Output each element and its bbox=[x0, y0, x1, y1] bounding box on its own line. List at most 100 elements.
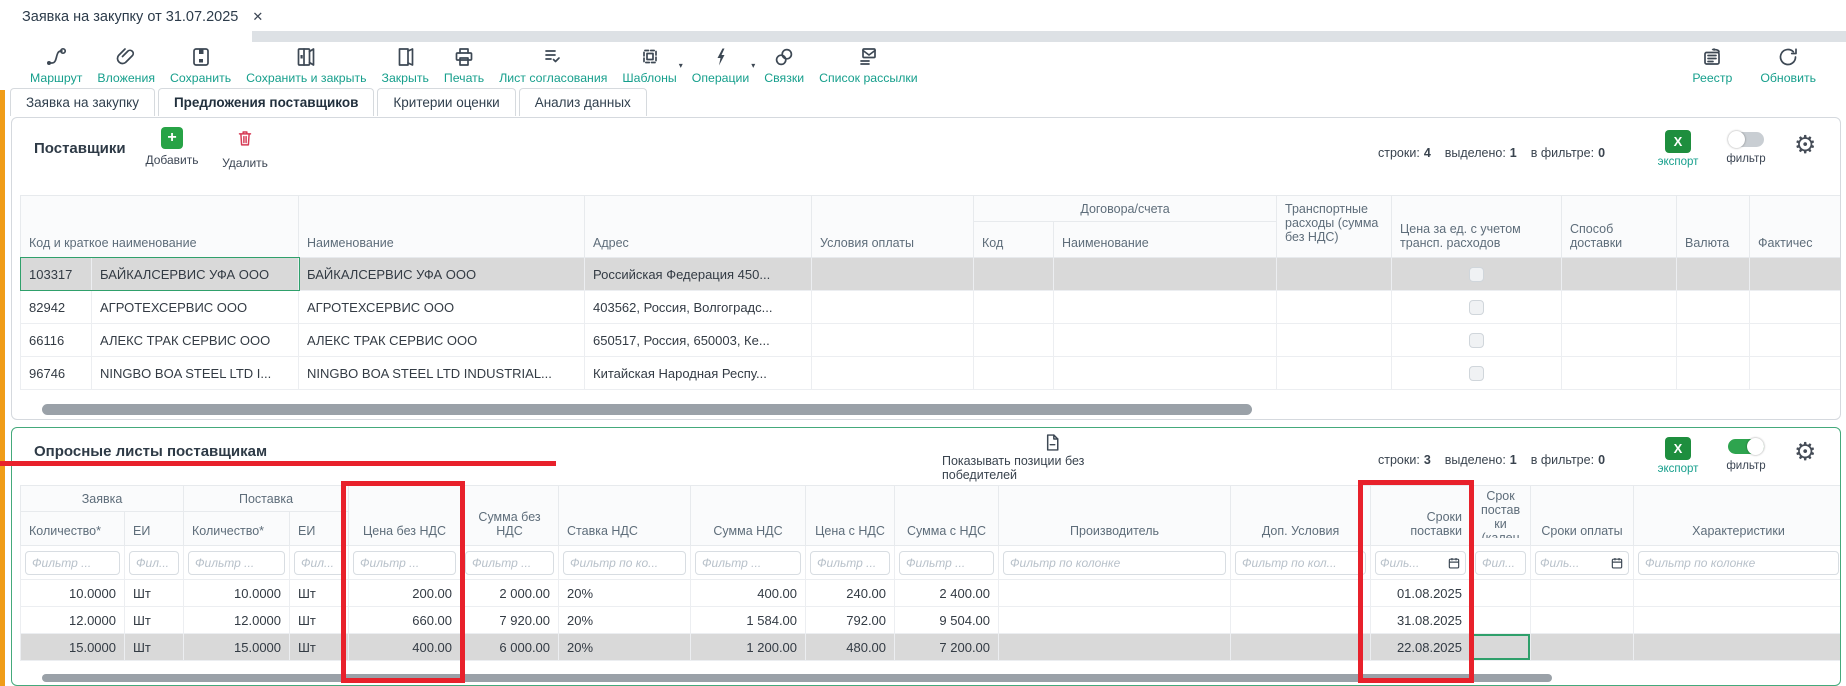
filter-input[interactable] bbox=[294, 550, 345, 575]
document-icon bbox=[1046, 434, 1058, 451]
trash-icon bbox=[234, 127, 256, 152]
col-delivery-terms[interactable]: Сроки поставки bbox=[1370, 485, 1472, 546]
col-qty-request[interactable]: Количество* bbox=[20, 511, 125, 546]
tab-data-analysis[interactable]: Анализ данных bbox=[518, 88, 647, 116]
col-code-short[interactable]: Код и краткое наименование bbox=[20, 195, 299, 258]
filter-input[interactable] bbox=[695, 550, 802, 575]
save-close-icon bbox=[297, 48, 315, 66]
filter-input[interactable] bbox=[25, 550, 120, 575]
supplier-row[interactable]: 96746 NINGBO BOA STEEL LTD I... NINGBO BO… bbox=[20, 356, 1840, 390]
links-button[interactable]: Связки bbox=[764, 45, 804, 85]
col-name[interactable]: Наименование bbox=[298, 195, 585, 258]
suppliers-export-button[interactable]: X экспорт bbox=[1652, 130, 1704, 168]
supplier-row[interactable]: 66116 АЛЕКС ТРАК СЕРВИС ООО АЛЕКС ТРАК СЕ… bbox=[20, 323, 1840, 357]
col-payment-terms[interactable]: Сроки оплаты bbox=[1530, 485, 1635, 546]
supplier-row[interactable]: 103317 БАЙКАЛСЕРВИС УФА ООО БАЙКАЛСЕРВИС … bbox=[20, 257, 1840, 291]
col-ei-supply[interactable]: ЕИ bbox=[289, 511, 350, 546]
filter-input[interactable] bbox=[465, 550, 555, 575]
filter-input[interactable] bbox=[1475, 550, 1527, 575]
questionnaire-row[interactable]: 15.0000 Шт 15.0000 Шт 400.00 6 000.00 20% 1 … bbox=[20, 633, 1840, 661]
operations-button[interactable]: ▾ Операции bbox=[692, 45, 755, 85]
filter-input[interactable] bbox=[1003, 550, 1227, 575]
col-price-vat[interactable]: Цена с НДС bbox=[805, 485, 896, 546]
filter-input[interactable] bbox=[188, 550, 286, 575]
approval-sheet-icon bbox=[545, 50, 561, 63]
col-qty-supply[interactable]: Количество* bbox=[183, 511, 291, 546]
document-tab[interactable]: Заявка на закупку от 31.07.2025 ✕ bbox=[10, 0, 276, 33]
filter-input[interactable] bbox=[1536, 555, 1611, 570]
filter-input[interactable] bbox=[1638, 550, 1840, 575]
page-tabs: Заявка на закупку Предложения поставщико… bbox=[10, 88, 650, 116]
toolbar-right-group: Реестр Обновить bbox=[1692, 45, 1816, 85]
col-address[interactable]: Адрес bbox=[584, 195, 812, 258]
filter-input[interactable] bbox=[129, 550, 180, 575]
suppliers-filter-toggle[interactable]: фильтр bbox=[1718, 128, 1774, 165]
col-payment-terms[interactable]: Условия оплаты bbox=[811, 195, 974, 258]
tab-request[interactable]: Заявка на закупку bbox=[10, 88, 155, 116]
templates-button[interactable]: ▾ Шаблоны bbox=[622, 45, 683, 85]
show-no-winners-button[interactable]: Показывать позиции без победителей bbox=[942, 432, 1162, 482]
col-currency[interactable]: Валюта bbox=[1676, 195, 1751, 258]
col-ei-request[interactable]: ЕИ bbox=[123, 511, 185, 546]
supplier-row[interactable]: 82942 АГРОТЕХСЕРВИС ООО АГРОТЕХСЕРВИС ООО… bbox=[20, 290, 1840, 324]
col-contract-name[interactable]: Наименование bbox=[1052, 221, 1278, 258]
delete-supplier-button[interactable]: Удалить bbox=[213, 127, 277, 170]
transport-price-checkbox[interactable] bbox=[1469, 365, 1485, 381]
questionnaire-filter-toggle[interactable]: фильтр bbox=[1718, 435, 1774, 472]
close-document-button[interactable]: Закрыть bbox=[382, 45, 429, 85]
suppliers-row-stats: строки: 4 выделено: 1 в фильтре: 0 bbox=[1378, 146, 1606, 160]
col-manufacturer[interactable]: Производитель bbox=[998, 485, 1232, 546]
col-actual[interactable]: Фактичес bbox=[1749, 195, 1840, 258]
date-filter[interactable] bbox=[1375, 550, 1467, 575]
route-button[interactable]: Маршрут bbox=[30, 45, 82, 85]
filter-input[interactable] bbox=[899, 550, 995, 575]
save-and-close-button[interactable]: Сохранить и закрыть bbox=[246, 45, 367, 85]
registry-button[interactable]: Реестр bbox=[1692, 45, 1732, 85]
col-sum-vat[interactable]: Сумма с НДС bbox=[894, 485, 1000, 546]
suppliers-horizontal-scrollbar[interactable] bbox=[42, 404, 1252, 415]
focused-cell[interactable] bbox=[1470, 633, 1532, 661]
transport-price-checkbox[interactable] bbox=[1469, 299, 1485, 315]
questionnaire-row[interactable]: 12.0000 Шт 12.0000 Шт 660.00 7 920.00 20% 1 … bbox=[20, 606, 1840, 634]
questionnaire-horizontal-scrollbar[interactable] bbox=[42, 674, 1552, 682]
attachments-button[interactable]: Вложения bbox=[97, 45, 155, 85]
col-transport-costs[interactable]: Транспортные расходы (сумма без НДС) bbox=[1276, 195, 1393, 258]
paperclip-icon bbox=[116, 48, 135, 65]
door-icon bbox=[398, 48, 414, 66]
printer-icon bbox=[455, 48, 473, 66]
questionnaire-panel: Опросные листы поставщикам Показывать по… bbox=[11, 427, 1841, 686]
questionnaire-row[interactable]: 10.0000 Шт 10.0000 Шт 200.00 2 000.00 20% 40… bbox=[20, 579, 1840, 607]
calendar-icon bbox=[1448, 557, 1460, 569]
suppliers-settings-gear-icon[interactable]: ⚙ bbox=[1794, 130, 1817, 159]
filter-input[interactable] bbox=[1376, 555, 1448, 570]
mailing-list-button[interactable]: Список рассылки bbox=[819, 45, 918, 85]
add-supplier-button[interactable]: + Добавить bbox=[145, 127, 199, 167]
col-unit-price-transport[interactable]: Цена за ед. с учетом трансп. расходов bbox=[1391, 195, 1563, 258]
save-button[interactable]: Сохранить bbox=[170, 45, 231, 85]
approval-sheet-button[interactable]: Лист согласования bbox=[499, 45, 607, 85]
col-group-contracts: Договора/счета bbox=[972, 195, 1278, 222]
transport-price-checkbox[interactable] bbox=[1469, 266, 1485, 282]
col-vat-rate[interactable]: Ставка НДС bbox=[558, 485, 692, 546]
filter-input[interactable] bbox=[353, 550, 457, 575]
date-filter[interactable] bbox=[1535, 550, 1630, 575]
filter-input[interactable] bbox=[563, 550, 687, 575]
refresh-button[interactable]: Обновить bbox=[1760, 45, 1816, 85]
print-button[interactable]: Печать bbox=[444, 45, 484, 85]
tab-evaluation-criteria[interactable]: Критерии оценки bbox=[377, 88, 516, 116]
col-delivery-days[interactable]: Срок поставки (календ bbox=[1470, 485, 1532, 546]
col-add-conditions[interactable]: Доп. Условия bbox=[1230, 485, 1372, 546]
questionnaire-settings-gear-icon[interactable]: ⚙ bbox=[1794, 437, 1817, 466]
col-vat-sum[interactable]: Сумма НДС bbox=[690, 485, 807, 546]
col-characteristics[interactable]: Характеристики bbox=[1633, 485, 1840, 546]
filter-input[interactable] bbox=[810, 550, 891, 575]
col-delivery-method[interactable]: Способ доставки bbox=[1561, 195, 1678, 258]
col-contract-code[interactable]: Код bbox=[973, 221, 1054, 258]
tab-supplier-offers[interactable]: Предложения поставщиков bbox=[157, 88, 375, 116]
col-sum-no-vat[interactable]: Сумма без НДС bbox=[460, 485, 560, 546]
transport-price-checkbox[interactable] bbox=[1469, 332, 1485, 348]
filter-input[interactable] bbox=[1235, 550, 1367, 575]
close-icon[interactable]: ✕ bbox=[252, 8, 264, 24]
questionnaire-export-button[interactable]: X экспорт bbox=[1652, 437, 1704, 475]
col-price-no-vat[interactable]: Цена без НДС bbox=[348, 485, 462, 546]
